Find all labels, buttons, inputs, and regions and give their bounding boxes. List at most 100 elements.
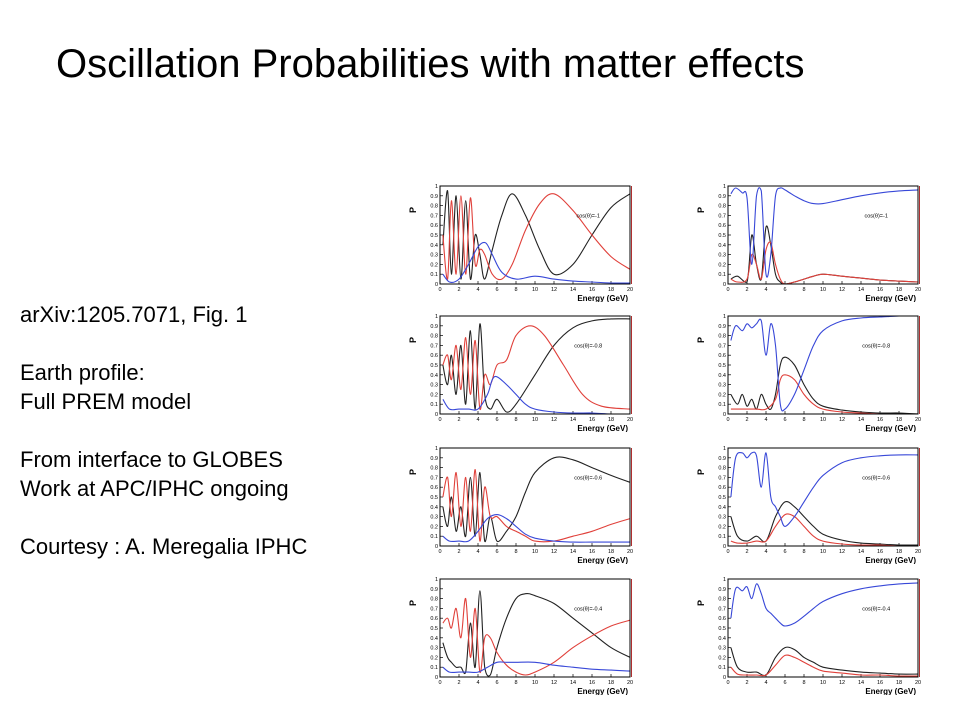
x-tick-label: 16 bbox=[589, 549, 595, 555]
x-tick-label: 16 bbox=[877, 287, 883, 293]
y-tick-label: 0.8 bbox=[430, 204, 438, 210]
y-tick-label: 0.3 bbox=[430, 515, 438, 521]
x-tick-label: 4 bbox=[476, 417, 479, 423]
plot-background bbox=[686, 312, 926, 432]
legend-label: cos(θ)=-1 bbox=[865, 213, 888, 219]
y-tick-label: 0.4 bbox=[430, 505, 438, 511]
y-tick-label: 0.5 bbox=[430, 495, 438, 501]
x-tick-label: 2 bbox=[745, 680, 748, 686]
x-tick-label: 6 bbox=[495, 287, 498, 293]
y-tick-label: 0 bbox=[723, 282, 726, 288]
note-spacer bbox=[20, 329, 400, 358]
y-tick-label: 0.1 bbox=[718, 665, 726, 671]
curve-blue bbox=[730, 582, 919, 627]
y-tick-label: 0.6 bbox=[430, 616, 438, 622]
y-tick-label: 1 bbox=[723, 184, 726, 190]
curve-blue bbox=[442, 375, 630, 415]
y-tick-label: 0.4 bbox=[718, 636, 726, 642]
curve-red bbox=[442, 193, 631, 281]
plot-panel-row4-right: 0 0.1 0.2 0.3 0.4 0.5 0.6 0.7 0.8 0.9 1 0 2 4 6 8 10 12 14… bbox=[686, 575, 926, 695]
x-tick-label: 6 bbox=[495, 680, 498, 686]
plot-frame bbox=[727, 447, 919, 547]
x-tick-label: 20 bbox=[627, 549, 633, 555]
x-tick-label: 18 bbox=[608, 680, 614, 686]
y-tick-label: 0.6 bbox=[430, 353, 438, 359]
y-tick-label: 0.3 bbox=[430, 253, 438, 259]
x-tick-label: 8 bbox=[802, 549, 805, 555]
y-axis-label: P bbox=[696, 337, 706, 343]
y-tick-label: 1 bbox=[435, 446, 438, 452]
x-tick-label: 20 bbox=[915, 680, 921, 686]
curve-black bbox=[730, 501, 919, 546]
x-tick-label: 20 bbox=[915, 417, 921, 423]
y-tick-label: 0.4 bbox=[718, 373, 726, 379]
x-tick-label: 14 bbox=[570, 549, 576, 555]
y-tick-label: 0.4 bbox=[718, 243, 726, 249]
x-tick-label: 12 bbox=[839, 549, 845, 555]
y-tick-label: 0.4 bbox=[430, 373, 438, 379]
probability-plot: 00.10.20.30.40.50.60.70.80.910 2 4 6 8 10 12 14… bbox=[398, 312, 638, 432]
x-tick-label: 10 bbox=[532, 417, 538, 423]
y-tick-label: 0.5 bbox=[430, 233, 438, 239]
y-tick-label: 0.3 bbox=[718, 383, 726, 389]
x-tick-label: 2 bbox=[745, 417, 748, 423]
x-tick-label: 8 bbox=[514, 549, 517, 555]
x-tick-label: 10 bbox=[532, 287, 538, 293]
plot-panel-row1-right: 0 0.1 0.2 0.3 0.4 0.5 0.6 0.7 0.8 0.9 1 0 2 4 6 8 10 12 14… bbox=[686, 182, 926, 302]
x-tick-label: 12 bbox=[551, 417, 557, 423]
x-tick-label: 8 bbox=[802, 287, 805, 293]
y-tick-label: 0.6 bbox=[718, 485, 726, 491]
x-tick-label: 20 bbox=[627, 417, 633, 423]
y-tick-label: 0 bbox=[723, 675, 726, 681]
y-axis-label: P bbox=[696, 207, 706, 213]
x-tick-label: 4 bbox=[764, 417, 767, 423]
plot-panel-row2-left: 0 0.1 0.2 0.3 0.4 0.5 0.6 0.7 0.8 0.9 1 0 2 4 6 8 10 12 14… bbox=[398, 312, 638, 432]
y-tick-label: 0 bbox=[723, 544, 726, 550]
curve-group bbox=[730, 582, 919, 677]
y-tick-label: 0.9 bbox=[430, 194, 438, 200]
curve-black bbox=[442, 318, 631, 413]
note-spacer bbox=[20, 416, 400, 445]
x-tick-label: 14 bbox=[570, 680, 576, 686]
x-axis-label: Energy (GeV) bbox=[577, 294, 628, 302]
slide-notes: arXiv:1205.7071, Fig. 1 Earth profile: F… bbox=[20, 300, 400, 561]
y-tick-label: 0.1 bbox=[430, 665, 438, 671]
curve-group bbox=[730, 315, 919, 415]
y-axis-label: P bbox=[696, 469, 706, 475]
x-tick-label: 14 bbox=[570, 287, 576, 293]
y-tick-label: 1 bbox=[435, 184, 438, 190]
y-tick-label: 0.8 bbox=[718, 597, 726, 603]
x-tick-label: 14 bbox=[570, 417, 576, 423]
y-tick-label: 0.5 bbox=[718, 626, 726, 632]
probability-plot: 00.10.20.30.40.50.60.70.80.910 2 4 6 8 10 12 14… bbox=[686, 444, 926, 564]
x-tick-label: 20 bbox=[627, 680, 633, 686]
note-line-courtesy: Courtesy : A. Meregalia IPHC bbox=[20, 534, 308, 559]
note-line-prem: Full PREM model bbox=[20, 389, 192, 414]
x-tick-label: 0 bbox=[438, 287, 441, 293]
y-axis-label: P bbox=[408, 600, 418, 606]
y-tick-label: 0.9 bbox=[718, 456, 726, 462]
x-tick-label: 4 bbox=[476, 287, 479, 293]
slide-title: Oscillation Probabilities with matter ef… bbox=[56, 42, 805, 86]
x-tick-label: 18 bbox=[896, 417, 902, 423]
probability-plot: 00.10.20.30.40.50.60.70.80.910 2 4 6 8 10 12 14… bbox=[686, 182, 926, 302]
y-tick-label: 0.6 bbox=[718, 353, 726, 359]
y-tick-label: 0.3 bbox=[718, 253, 726, 259]
y-tick-label: 0.1 bbox=[718, 402, 726, 408]
y-tick-label: 0.2 bbox=[718, 392, 726, 398]
y-tick-label: 0.2 bbox=[430, 655, 438, 661]
x-tick-label: 18 bbox=[608, 287, 614, 293]
probability-plot: 00.10.20.30.40.50.60.70.80.910 2 4 6 8 10 12 14… bbox=[686, 575, 926, 695]
plot-frame bbox=[439, 578, 631, 678]
y-axis-label: P bbox=[408, 337, 418, 343]
x-tick-label: 20 bbox=[915, 549, 921, 555]
x-tick-label: 10 bbox=[532, 680, 538, 686]
legend-label: cos(θ)=-0.6 bbox=[574, 475, 602, 481]
x-tick-label: 2 bbox=[457, 287, 460, 293]
plot-panel-row4-left: 0 0.1 0.2 0.3 0.4 0.5 0.6 0.7 0.8 0.9 1 0 2 4 6 8 10 12 14… bbox=[398, 575, 638, 695]
legend-label: cos(θ)=-0.8 bbox=[574, 343, 602, 349]
y-tick-label: 0.1 bbox=[430, 402, 438, 408]
x-tick-label: 14 bbox=[858, 680, 864, 686]
y-tick-label: 0.1 bbox=[718, 534, 726, 540]
y-tick-label: 0.5 bbox=[718, 233, 726, 239]
